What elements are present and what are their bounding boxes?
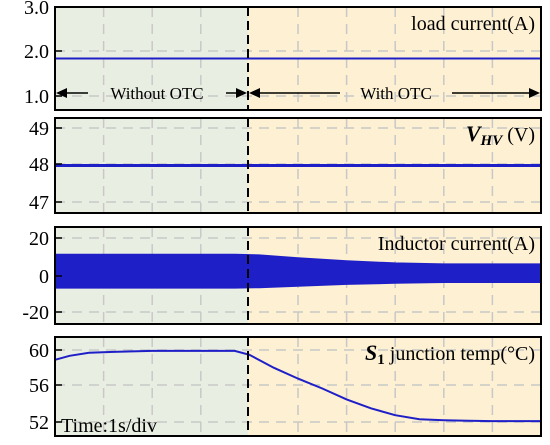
y-tick-label: 2.0 (24, 41, 49, 63)
arrow-head-without-left (56, 88, 67, 98)
panel-title-subscript: HV (480, 133, 505, 149)
arrow-head-without-right (236, 88, 247, 98)
y-tick-label: 48 (29, 154, 49, 176)
panel-title-subscript: 1 (377, 352, 385, 368)
text-layer: 3.0 2.0 1.0 load current(A) 49 48 47 VHV (V) 20 0… (22, 0, 535, 437)
frame-layer (54, 6, 542, 437)
panel-title: Inductor current(A) (378, 233, 535, 255)
y-tick-label: -20 (22, 302, 49, 324)
y-tick-label: 3.0 (24, 0, 49, 19)
segment-label-with-otc: With OTC (360, 84, 432, 103)
y-tick-label: 52 (29, 412, 49, 434)
region-with-otc (248, 337, 541, 436)
panel-frame (54, 6, 542, 111)
y-tick-label: 49 (29, 118, 49, 140)
y-tick-label: 60 (29, 340, 49, 362)
y-tick-label: 0 (39, 266, 49, 288)
series-line-junction-temp (54, 349, 541, 423)
y-tick-label: 1.0 (24, 86, 49, 108)
data-layer (54, 57, 542, 423)
panel-frame (54, 117, 542, 214)
panel-title: S1 junction temp(°C) (365, 340, 535, 368)
panel-title-unit: (V) (502, 124, 535, 146)
y-tick-label: 20 (29, 228, 49, 250)
segment-label-without-otc: Without OTC (110, 84, 203, 103)
panel-title-unit: junction temp(°C) (385, 343, 535, 365)
panel-title: load current(A) (411, 13, 535, 35)
y-tick-label: 47 (29, 192, 49, 214)
panel-title-main: S (365, 340, 377, 365)
arrow-head-with-right (529, 88, 540, 98)
time-scale-label: Time:1s/div (61, 415, 157, 437)
y-tick-label: 56 (29, 375, 49, 397)
panel-title: VHV (V) (466, 121, 535, 149)
arrow-head-with-left (249, 88, 260, 98)
panel-frame (54, 336, 542, 437)
panel-title-main: V (466, 121, 483, 146)
